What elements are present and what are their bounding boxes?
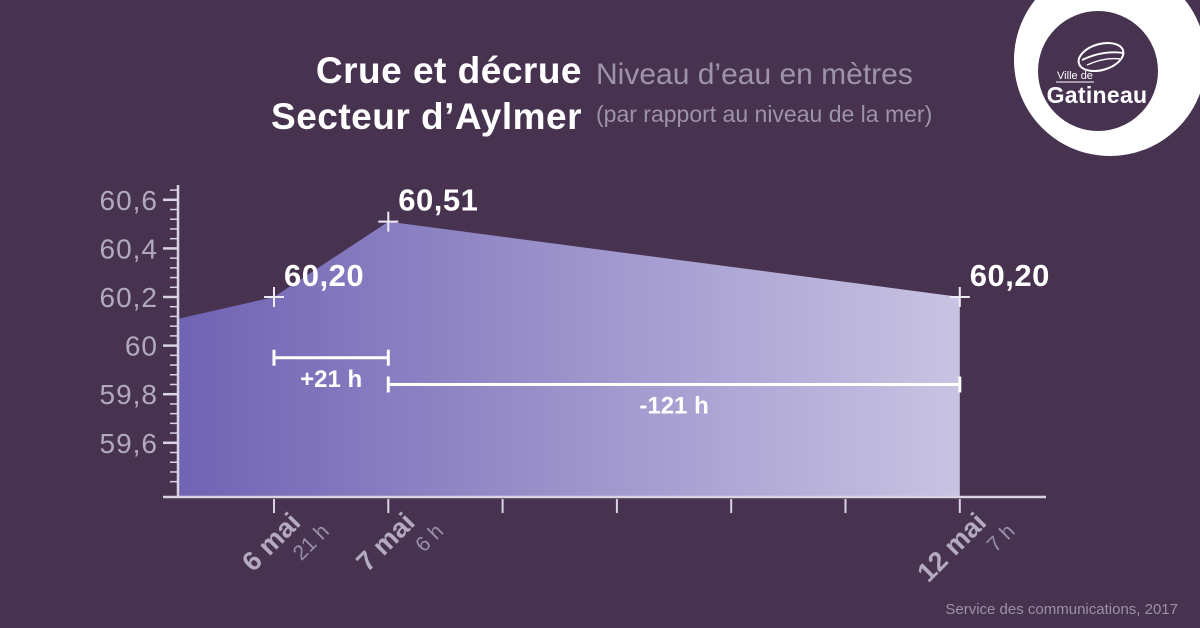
- x-tick-date-label: 12 mai: [911, 507, 992, 588]
- data-point-value-label: 60,20: [970, 258, 1050, 293]
- duration-label: -121 h: [639, 392, 708, 419]
- chart-subtitle: Niveau d’eau en mètres (par rapport au n…: [596, 58, 932, 128]
- y-tick-label: 60,2: [100, 282, 159, 313]
- chart-subtitle-line1: Niveau d’eau en mètres: [596, 58, 913, 91]
- y-tick-label: 60: [125, 331, 158, 362]
- gatineau-logo-swoosh-icon: [1077, 41, 1125, 73]
- chart-subtitle-line2: (par rapport au niveau de la mer): [596, 101, 933, 127]
- duration-label: +21 h: [300, 366, 362, 393]
- data-point-value-label: 60,20: [284, 258, 364, 293]
- chart-title-line2: Secteur d’Aylmer: [271, 96, 582, 137]
- x-tick-date-label: 7 mai: [351, 507, 421, 577]
- data-point-value-label: 60,51: [398, 183, 478, 218]
- y-tick-label: 59,8: [100, 379, 159, 410]
- water-level-area: [178, 221, 960, 498]
- y-tick-label: 59,6: [100, 428, 159, 459]
- gatineau-logo: Ville de Gatineau: [1014, 0, 1200, 156]
- y-tick-label: 60,4: [100, 233, 159, 264]
- logo-gatineau-text: Gatineau: [1047, 82, 1148, 108]
- y-tick-label: 60,6: [100, 185, 159, 216]
- logo-ville-de-text: Ville de: [1057, 70, 1093, 82]
- chart-title: Crue et décrue Secteur d’Aylmer: [238, 48, 582, 140]
- footer-credit: Service des communications, 2017: [945, 601, 1178, 618]
- chart-title-line1: Crue et décrue: [315, 50, 582, 91]
